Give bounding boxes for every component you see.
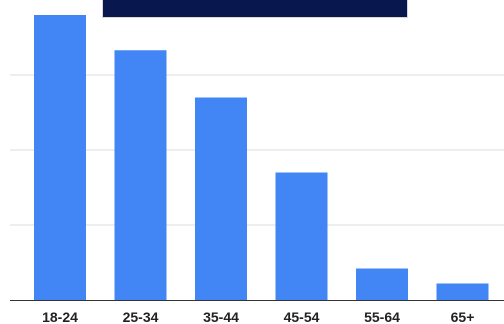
bar-35-44 — [195, 97, 247, 300]
bar-25-34 — [114, 50, 167, 300]
x-tick-label-65+: 65+ — [451, 309, 475, 324]
x-tick-label-25-34: 25-34 — [123, 309, 159, 324]
bar-65+ — [436, 283, 489, 300]
chart-title — [102, 0, 408, 18]
bar-45-54 — [275, 172, 328, 300]
x-tick-label-35-44: 35-44 — [203, 309, 239, 324]
x-tick-label-45-54: 45-54 — [284, 309, 320, 324]
bar-18-24 — [34, 15, 86, 300]
x-tick-label-18-24: 18-24 — [42, 309, 78, 324]
bar-55-64 — [356, 268, 408, 300]
x-tick-label-55-64: 55-64 — [364, 309, 400, 324]
